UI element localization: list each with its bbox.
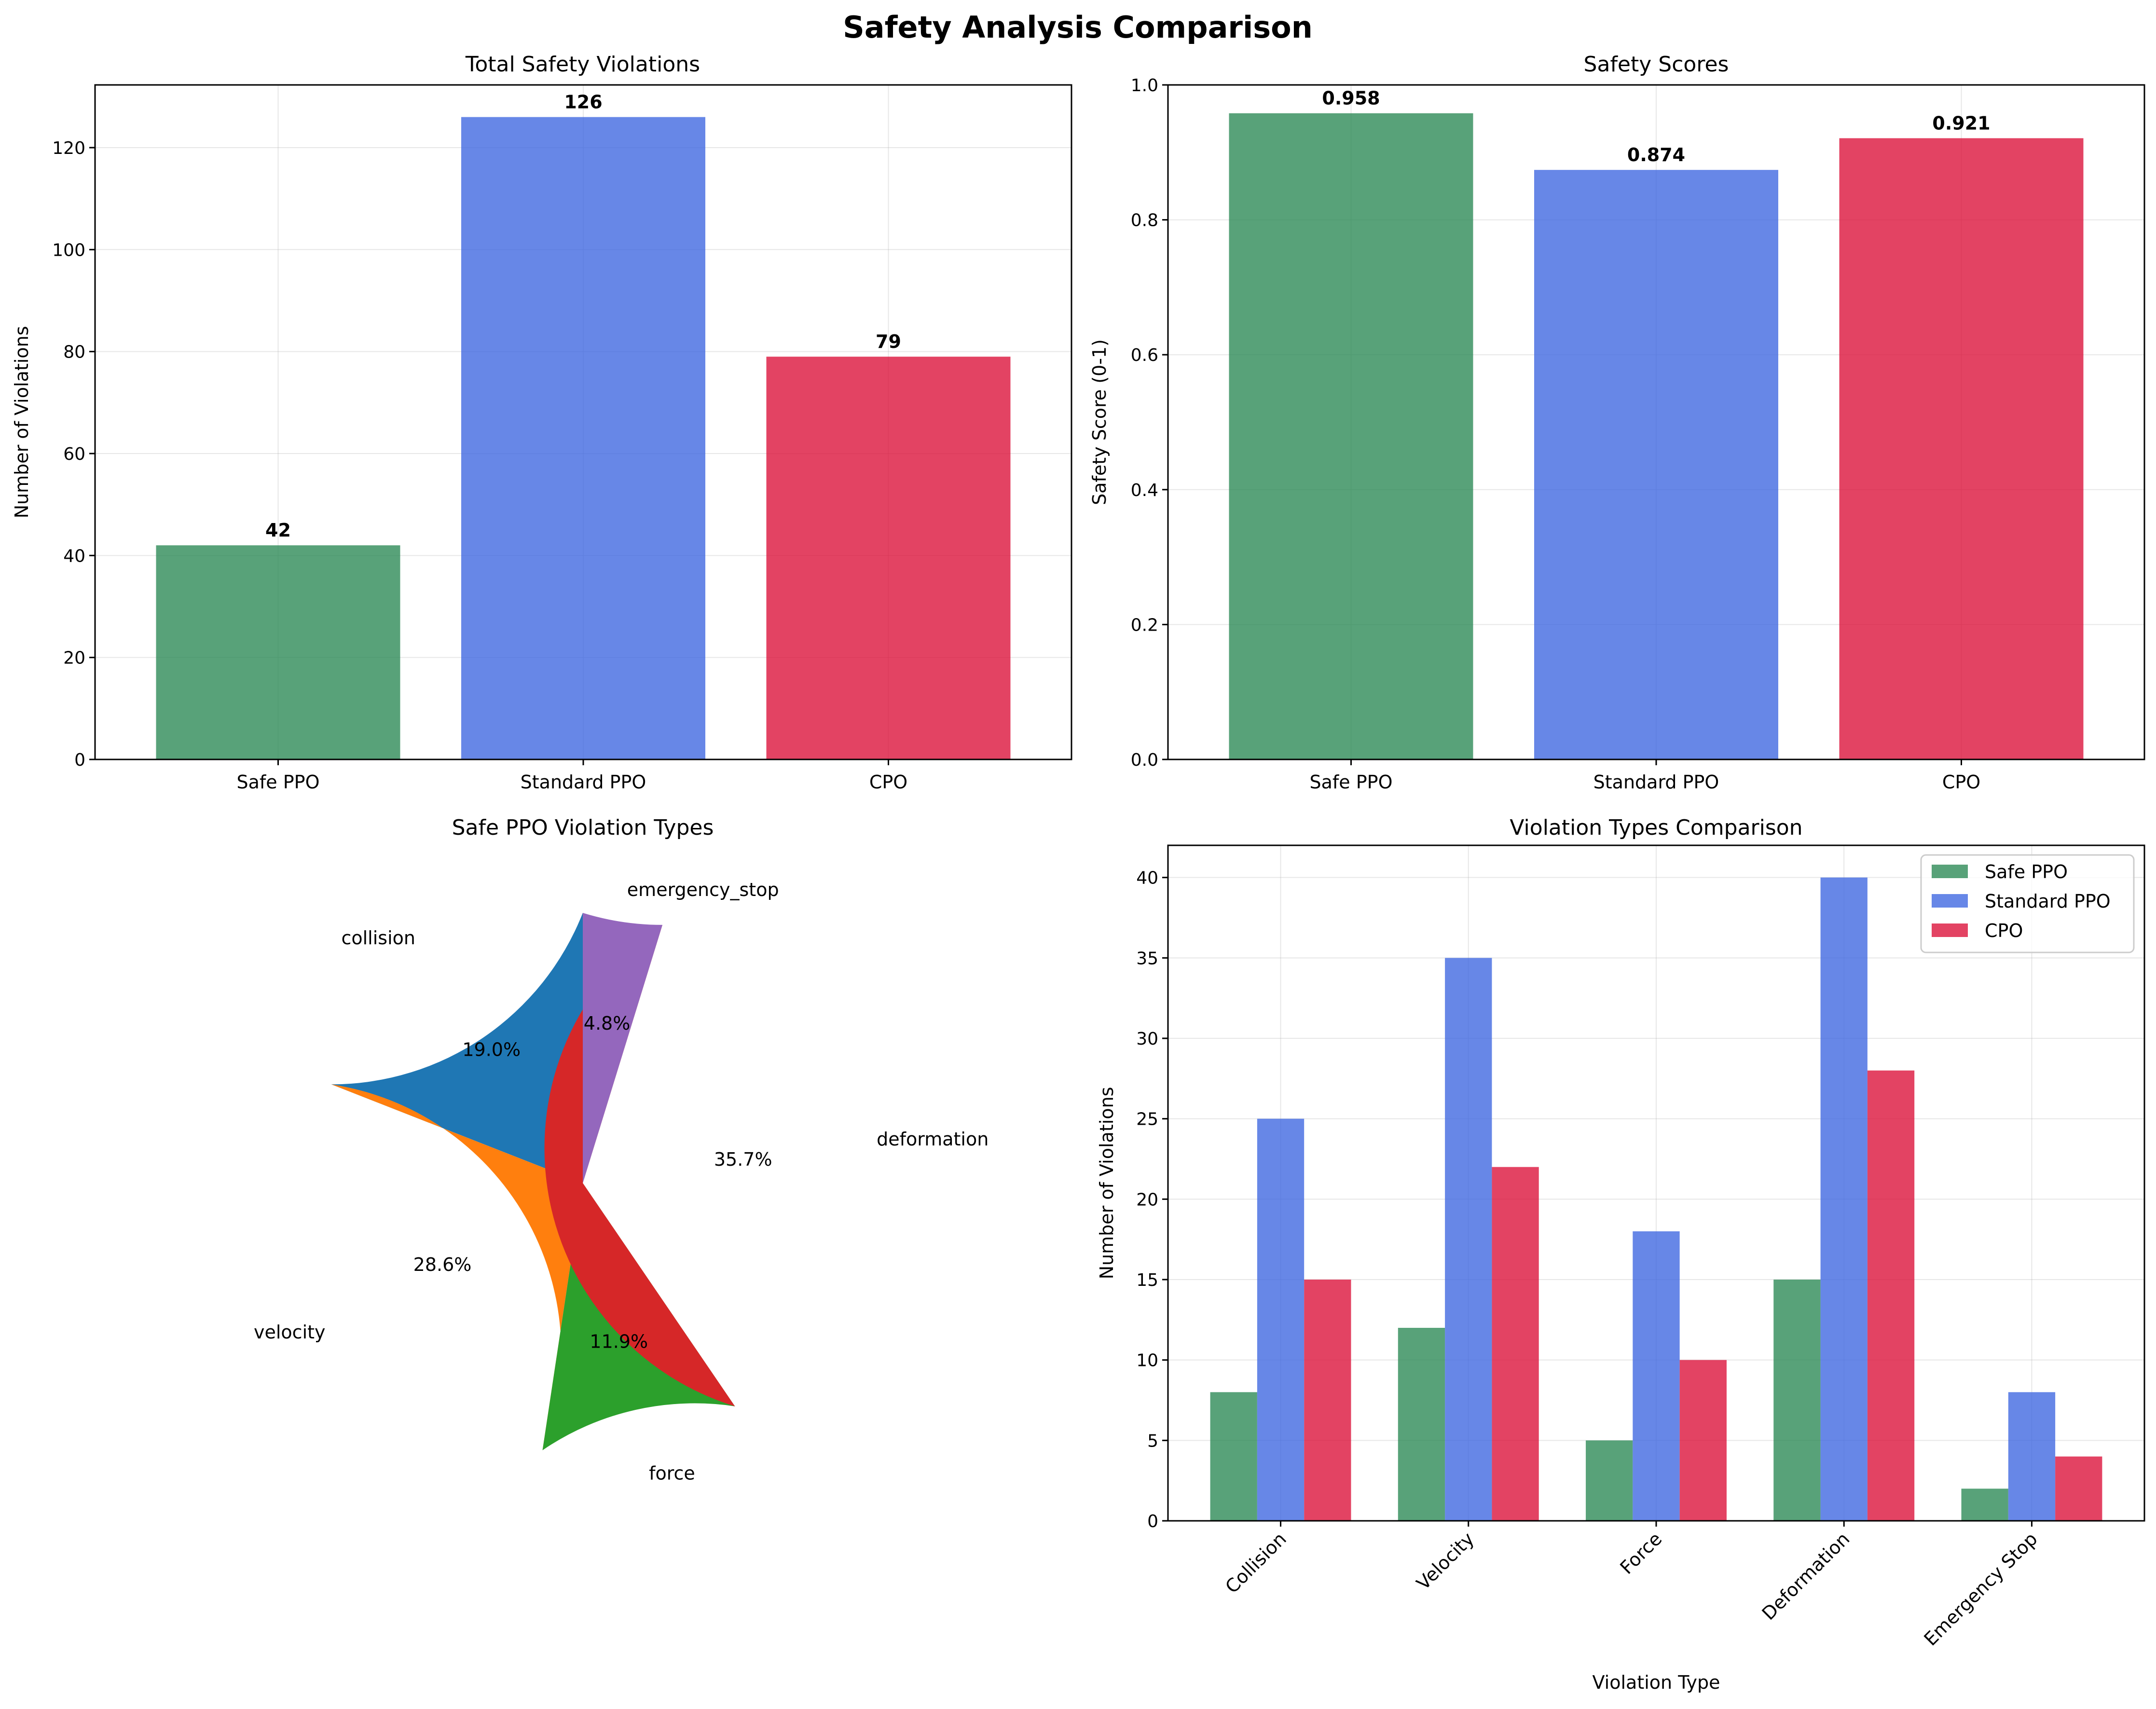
bar-standard-ppo <box>461 117 705 760</box>
x-axis-label: Violation Type <box>1593 1672 1720 1693</box>
y-tick-label: 100 <box>52 240 85 260</box>
value-label-cpo: 0.921 <box>1932 112 1990 134</box>
bar-safe-ppo-deformation <box>1773 1280 1821 1521</box>
legend-swatch-standard-ppo <box>1932 894 1968 908</box>
pie-percent-emergency-stop: 4.8% <box>584 1013 631 1034</box>
bar-standard-ppo-collision <box>1257 1118 1305 1521</box>
panel-safe-ppo-violation-types: Safe PPO Violation Types 19.0% collision 2… <box>254 815 989 1484</box>
x-tick-label: Standard PPO <box>521 772 646 793</box>
bar-cpo-force <box>1679 1360 1727 1521</box>
legend-label-safe-ppo: Safe PPO <box>1985 861 2068 882</box>
bar-safe-ppo-emergency-stop <box>1961 1488 2008 1521</box>
plot-frame <box>94 84 1072 760</box>
legend-swatch-cpo <box>1932 923 1968 937</box>
y-tick-label: 0.4 <box>1131 481 1158 500</box>
pie-label-force: force <box>649 1463 695 1484</box>
y-tick-label: 0.2 <box>1131 615 1158 635</box>
panel-safety-scores-title: Safety Scores <box>1584 52 1729 77</box>
bar-cpo-emergency-stop <box>2055 1456 2102 1521</box>
x-tick-label: Velocity <box>1413 1528 1479 1594</box>
pie-percent-force: 11.9% <box>590 1331 648 1352</box>
y-axis-label: Safety Score (0-1) <box>1089 339 1110 505</box>
bar-standard-ppo-emergency-stop <box>2008 1392 2056 1521</box>
legend: Safe PPO Standard PPO CPO <box>1920 854 2135 953</box>
bar-cpo-deformation <box>1867 1070 1915 1521</box>
y-tick-label: 120 <box>52 138 85 158</box>
value-label-safe-ppo: 42 <box>265 520 291 541</box>
bar-safe-ppo-collision <box>1210 1392 1257 1521</box>
x-tick-label: Collision <box>1221 1528 1291 1598</box>
y-tick-label: 40 <box>1136 868 1158 888</box>
bar-standard-ppo <box>1534 170 1778 760</box>
y-tick-label: 40 <box>63 546 85 566</box>
y-tick-label: 35 <box>1136 949 1158 968</box>
figure-title: Safety Analysis Comparison <box>843 10 1313 45</box>
y-tick-label: 0 <box>1147 1512 1158 1531</box>
bar-cpo-velocity <box>1492 1167 1539 1521</box>
pie-label-deformation: deformation <box>877 1129 989 1150</box>
panel-total-violations-title: Total Safety Violations <box>465 52 700 77</box>
bar-safe-ppo-velocity <box>1398 1328 1445 1521</box>
panel-comparison-title: Violation Types Comparison <box>1510 815 1802 840</box>
pie-label-emergency-stop: emergency_stop <box>627 879 779 900</box>
bar-standard-ppo-velocity <box>1445 958 1492 1521</box>
value-label-safe-ppo: 0.958 <box>1322 88 1380 109</box>
y-tick-label: 0.6 <box>1131 345 1158 365</box>
y-tick-label: 20 <box>63 648 85 668</box>
bar-cpo <box>766 357 1011 759</box>
bar-standard-ppo-force <box>1633 1231 1680 1521</box>
y-tick-label: 15 <box>1136 1270 1158 1290</box>
pie-percent-velocity: 28.6% <box>413 1254 472 1275</box>
x-tick-label: Emergency Stop <box>1920 1528 2042 1650</box>
legend-swatch-safe-ppo <box>1932 865 1968 878</box>
bar-safe-ppo <box>1229 113 1473 759</box>
y-axis-label: Number of Violations <box>1096 1087 1117 1280</box>
x-tick-label: Deformation <box>1758 1528 1854 1624</box>
pie-label-collision: collision <box>341 927 415 949</box>
x-tick-label: CPO <box>1942 772 1980 793</box>
value-label-standard-ppo: 126 <box>564 92 602 113</box>
pie-slice-emergency-stop <box>583 913 663 1183</box>
panel-pie-title: Safe PPO Violation Types <box>452 815 714 840</box>
y-tick-label: 5 <box>1147 1431 1158 1451</box>
bar-safe-ppo <box>156 545 400 759</box>
panel-violation-types-comparison: Violation Types Comparison 0 5 10 15 20 25 30 3… <box>1096 815 2145 1693</box>
x-tick-label: Safe PPO <box>1310 772 1393 793</box>
legend-frame <box>1920 854 2135 953</box>
plot-frame <box>1167 844 2145 1522</box>
y-tick-label: 20 <box>1136 1190 1158 1210</box>
value-label-standard-ppo: 0.874 <box>1627 144 1685 165</box>
panel-safety-scores: Safety Scores 0.958 0.874 0.921 0.0 0.2 0.4 0… <box>1089 52 2145 793</box>
y-tick-label: 30 <box>1136 1029 1158 1049</box>
y-tick-label: 25 <box>1136 1110 1158 1130</box>
pie-percent-deformation: 35.7% <box>714 1149 772 1170</box>
y-tick-label: 60 <box>63 444 85 464</box>
pie-slice-collision <box>331 913 583 1183</box>
bar-standard-ppo-deformation <box>1820 877 1868 1521</box>
legend-label-standard-ppo: Standard PPO <box>1985 891 2111 912</box>
y-axis-label: Number of Violations <box>11 326 32 519</box>
bar-cpo <box>1839 138 2084 759</box>
value-label-cpo: 79 <box>876 331 901 352</box>
pie-percent-collision: 19.0% <box>462 1039 521 1060</box>
y-tick-label: 1.0 <box>1131 76 1158 96</box>
plot-frame <box>1167 84 2145 760</box>
y-tick-label: 10 <box>1136 1351 1158 1371</box>
bar-cpo-collision <box>1304 1280 1351 1521</box>
pie-slice-velocity <box>331 1084 583 1450</box>
x-tick-label: Safe PPO <box>237 772 320 793</box>
x-tick-label: CPO <box>869 772 907 793</box>
bar-safe-ppo-force <box>1586 1440 1633 1521</box>
pie-label-velocity: velocity <box>254 1322 326 1343</box>
legend-label-cpo: CPO <box>1985 920 2023 941</box>
y-tick-label: 80 <box>63 343 85 362</box>
y-tick-label: 0.0 <box>1131 750 1158 770</box>
y-tick-label: 0.8 <box>1131 211 1158 231</box>
y-tick-label: 0 <box>74 750 85 770</box>
panel-total-violations: Total Safety Violations 42 126 79 0 20 40 60 8… <box>11 52 1072 793</box>
x-tick-label: Force <box>1616 1528 1666 1578</box>
x-tick-label: Standard PPO <box>1593 772 1719 793</box>
